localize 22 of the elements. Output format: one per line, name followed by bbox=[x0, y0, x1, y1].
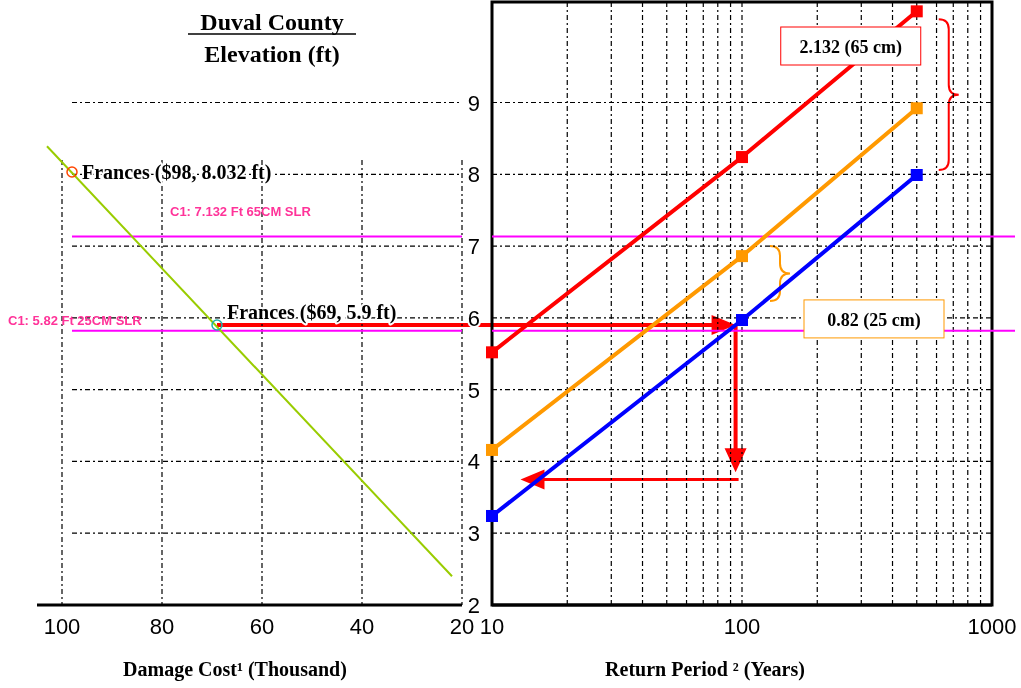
x-tick-label: 40 bbox=[349, 614, 375, 639]
ref-line-label: C1: 5.82 Ft 25CM SLR bbox=[8, 312, 143, 328]
x-axis-title: Damage Cost¹ (Thousand) bbox=[123, 658, 347, 681]
annotation: 0.82 (25 cm) bbox=[827, 309, 921, 331]
x-tick-label: 80 bbox=[149, 614, 175, 639]
y-tick-label: 8 bbox=[467, 162, 480, 188]
y-tick-label: 7 bbox=[467, 234, 480, 260]
x-tick-label: 10 bbox=[479, 614, 505, 639]
y-tick-label: 5 bbox=[467, 377, 480, 403]
annotation: Frances ($69, 5.9 ft) bbox=[227, 301, 397, 325]
ref-line-label: C1: 7.132 Ft 65CM SLR bbox=[170, 203, 312, 219]
x-tick-label: 1000 bbox=[967, 614, 1017, 639]
x-tick-label: 100 bbox=[43, 614, 81, 639]
y-tick-label: 4 bbox=[467, 449, 480, 475]
x-axis-title: Return Period ² (Years) bbox=[605, 658, 805, 681]
x-tick-label: 100 bbox=[723, 614, 761, 639]
y-tick-label: 9 bbox=[467, 90, 480, 116]
x-tick-label: 60 bbox=[249, 614, 275, 639]
y-axis-title: Elevation (ft) bbox=[204, 41, 340, 67]
y-tick-label: 3 bbox=[467, 521, 480, 547]
chart-title: Duval County bbox=[200, 9, 344, 35]
annotation: 2.132 (65 cm) bbox=[799, 37, 902, 58]
